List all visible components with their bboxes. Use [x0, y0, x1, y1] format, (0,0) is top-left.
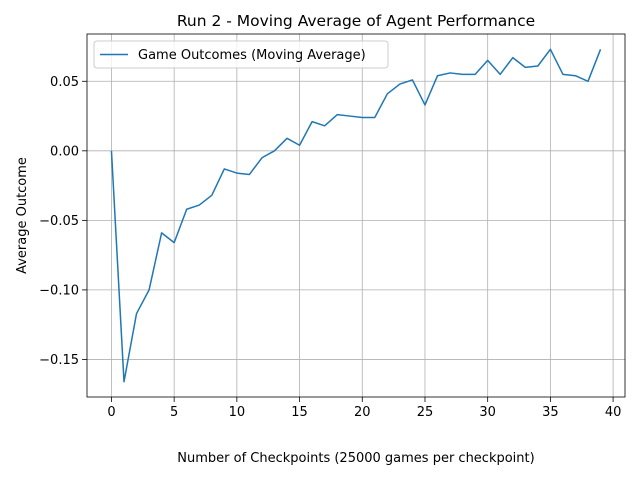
- grid: [87, 34, 625, 397]
- legend-box: [93, 40, 389, 69]
- plot-frame: [86, 33, 626, 398]
- x-tick-label: 10: [229, 405, 246, 420]
- x-tick-label: 0: [107, 405, 115, 420]
- y-tick-label: −0.10: [39, 283, 79, 298]
- y-tick-label: −0.15: [39, 353, 79, 368]
- x-axis-title: Number of Checkpoints (25000 games per c…: [177, 451, 534, 466]
- x-tick-label: 40: [605, 405, 622, 420]
- y-tick-label: −0.05: [39, 214, 79, 229]
- series-line: [110, 48, 602, 383]
- series-layer: [110, 48, 602, 383]
- x-tick-label: 20: [354, 405, 371, 420]
- x-tick-label: 15: [291, 405, 308, 420]
- y-tick-label: 0.00: [50, 144, 79, 159]
- x-tick-label: 25: [417, 405, 434, 420]
- x-tick-label: 30: [479, 405, 496, 420]
- x-tick-label: 5: [170, 405, 178, 420]
- legend: Game Outcomes (Moving Average): [93, 40, 389, 69]
- axis-ticks: 0 5 10 15 20 25 30 35 40 −0.15 −0.10 −0.05 0.00 0.05: [39, 75, 621, 420]
- y-axis-title: Average Outcome: [15, 157, 30, 274]
- x-tick-label: 35: [542, 405, 559, 420]
- y-tick-label: 0.05: [50, 75, 79, 90]
- chart-title: Run 2 - Moving Average of Agent Performa…: [177, 12, 535, 30]
- legend-label: Game Outcomes (Moving Average): [138, 48, 366, 63]
